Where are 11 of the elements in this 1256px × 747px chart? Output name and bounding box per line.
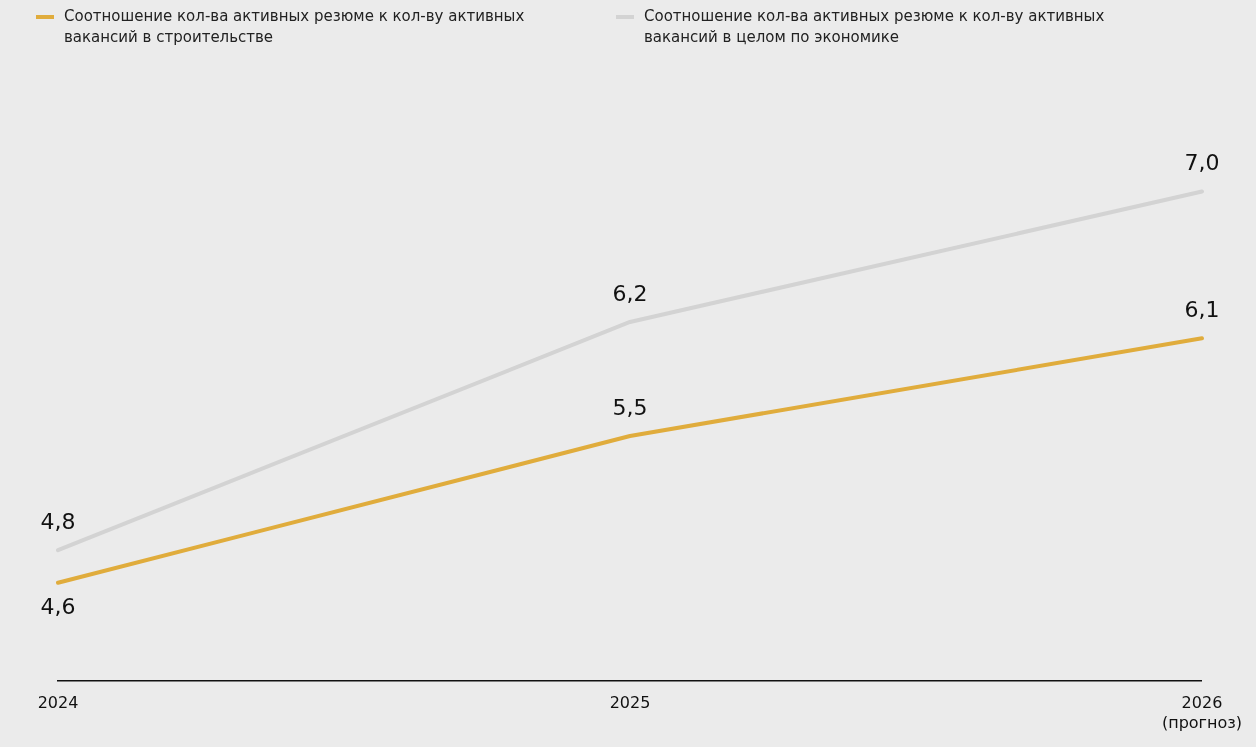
x-tick-label: 2026 (прогноз) [1161,693,1242,732]
x-tick-label: 2025 [609,693,651,713]
data-label: 7,0 [1184,150,1220,176]
legend-label: Соотношение кол-ва активных резюме к кол-ву активных вакансий в целом по экономике [644,6,1106,48]
legend-label: Соотношение кол-ва активных резюме к кол-ву активных вакансий в строительстве [64,6,526,48]
data-label: 6,2 [612,280,648,306]
data-label: 6,1 [1184,296,1220,322]
data-label: 5,5 [612,394,648,420]
x-tick-label: 2024 [37,693,79,713]
data-label: 4,6 [40,593,76,619]
data-label: 4,8 [40,508,76,534]
